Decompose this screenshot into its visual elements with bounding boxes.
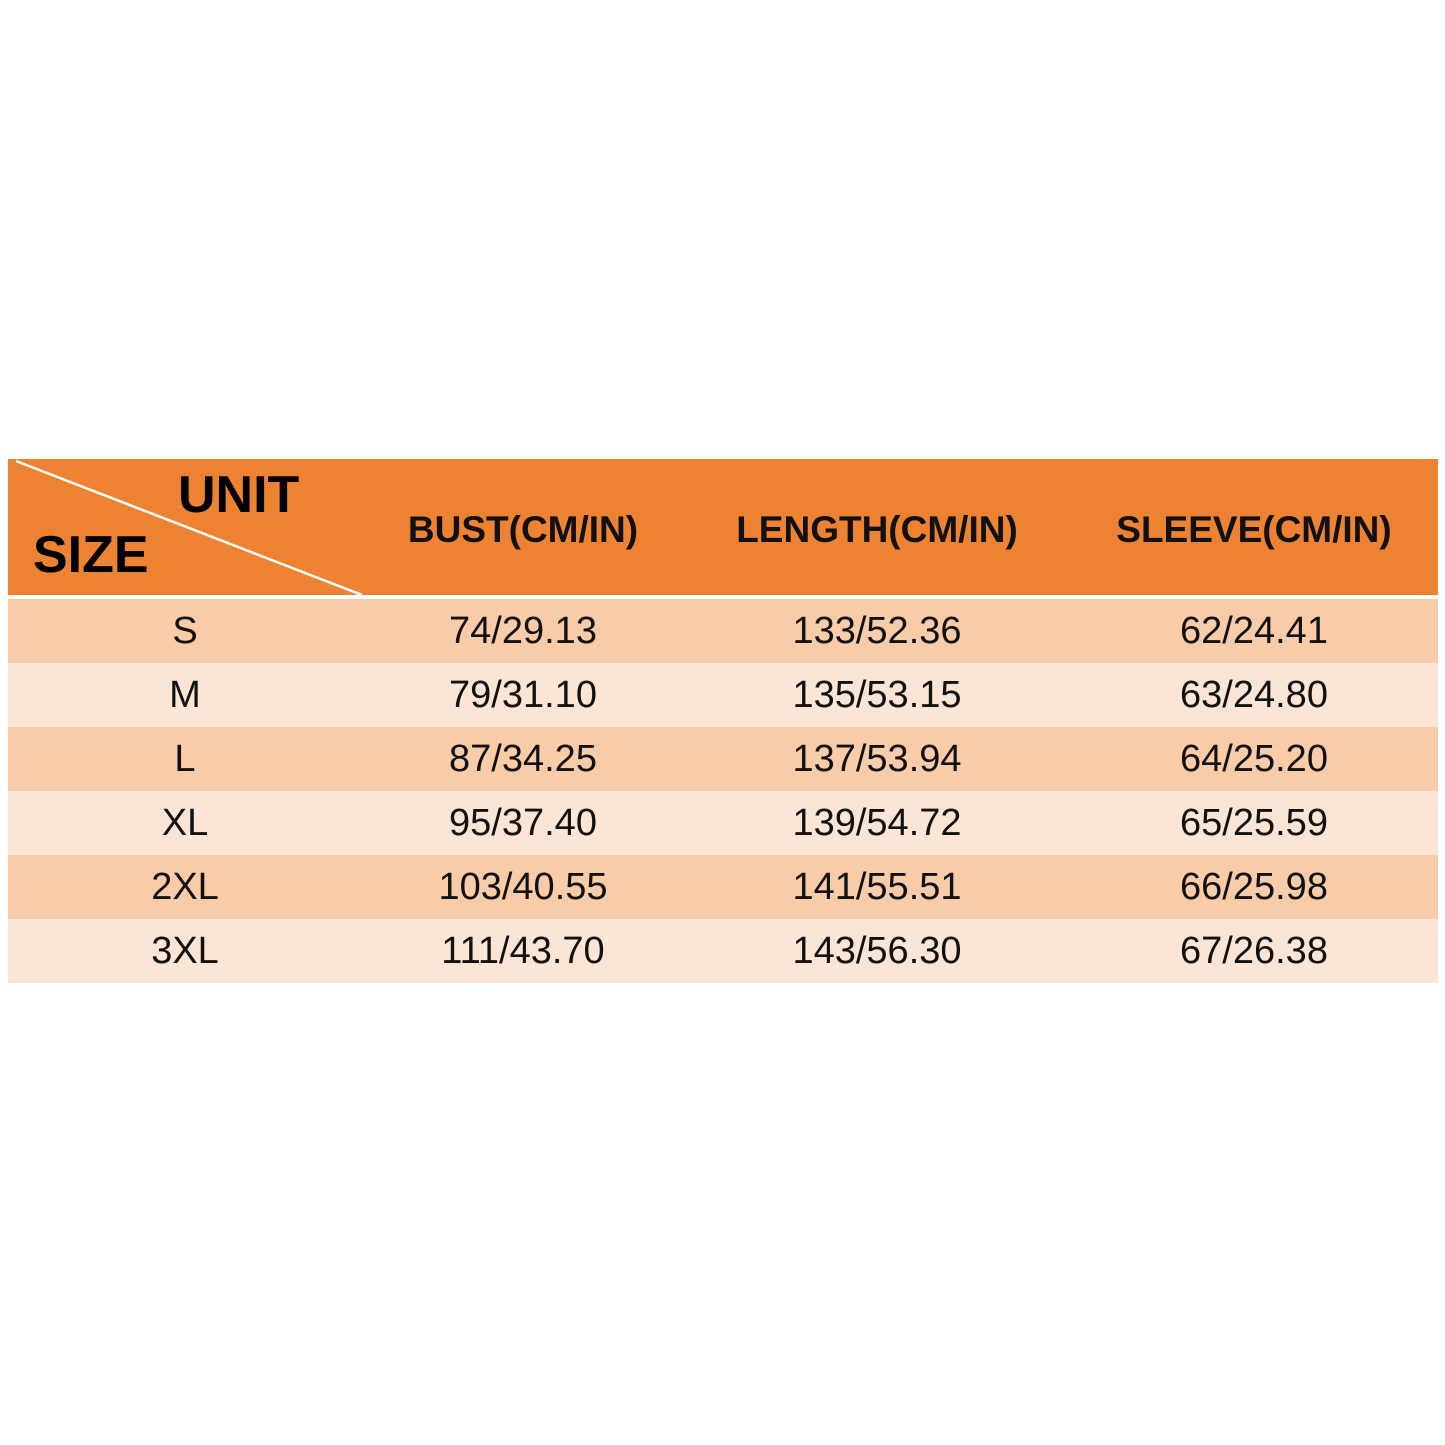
- cell-size: L: [174, 738, 196, 780]
- column-header-bust: BUST(CM/IN): [407, 509, 639, 550]
- cell-bust: 111/43.70: [441, 930, 605, 972]
- cell-size: 2XL: [151, 866, 219, 908]
- cell-sleeve: 65/25.59: [1180, 802, 1328, 844]
- cell-length: 133/52.36: [792, 610, 962, 652]
- cell-sleeve: 64/25.20: [1180, 738, 1328, 780]
- diagonal-divider: [15, 459, 362, 595]
- cell-bust: 95/37.40: [449, 802, 597, 844]
- cell-length: 135/53.15: [792, 674, 962, 716]
- cell-size: XL: [161, 802, 209, 844]
- cell-length: 141/55.51: [792, 866, 962, 908]
- cell-bust: 79/31.10: [449, 674, 597, 716]
- cell-sleeve: 66/25.98: [1180, 866, 1328, 908]
- cell-size: S: [172, 610, 198, 652]
- cell-bust: 74/29.13: [449, 610, 597, 652]
- cell-length: 137/53.94: [792, 738, 962, 780]
- table-body: S 74/29.13 133/52.36 62/24.41 M 79/31.10 135/5…: [8, 599, 1438, 983]
- cell-size: M: [169, 674, 201, 716]
- cell-sleeve: 62/24.41: [1180, 610, 1328, 652]
- cell-length: 143/56.30: [792, 930, 962, 972]
- column-header-sleeve: SLEEVE(CM/IN): [1116, 509, 1392, 550]
- cell-sleeve: 63/24.80: [1180, 674, 1328, 716]
- table-header: UNIT SIZE BUST(CM/IN) LENGTH(CM/IN) SLEE…: [8, 459, 1438, 595]
- corner-unit-label: UNIT: [178, 466, 300, 524]
- cell-bust: 87/34.25: [449, 738, 597, 780]
- table-row: S 74/29.13 133/52.36 62/24.41: [8, 599, 1438, 663]
- table-row: L 87/34.25 137/53.94 64/25.20: [8, 727, 1438, 791]
- table-row: 3XL 111/43.70 143/56.30 67/26.38: [8, 919, 1438, 983]
- cell-sleeve: 67/26.38: [1180, 930, 1328, 972]
- cell-length: 139/54.72: [792, 802, 962, 844]
- cell-bust: 103/40.55: [438, 866, 608, 908]
- size-chart-table: UNIT SIZE BUST(CM/IN) LENGTH(CM/IN) SLEE…: [8, 459, 1438, 983]
- column-header-length: LENGTH(CM/IN): [736, 509, 1018, 550]
- cell-size: 3XL: [151, 930, 219, 972]
- table-row: 2XL 103/40.55 141/55.51 66/25.98: [8, 855, 1438, 919]
- table-row: M 79/31.10 135/53.15 63/24.80: [8, 663, 1438, 727]
- table-row: XL 95/37.40 139/54.72 65/25.59: [8, 791, 1438, 855]
- corner-size-label: SIZE: [33, 526, 149, 584]
